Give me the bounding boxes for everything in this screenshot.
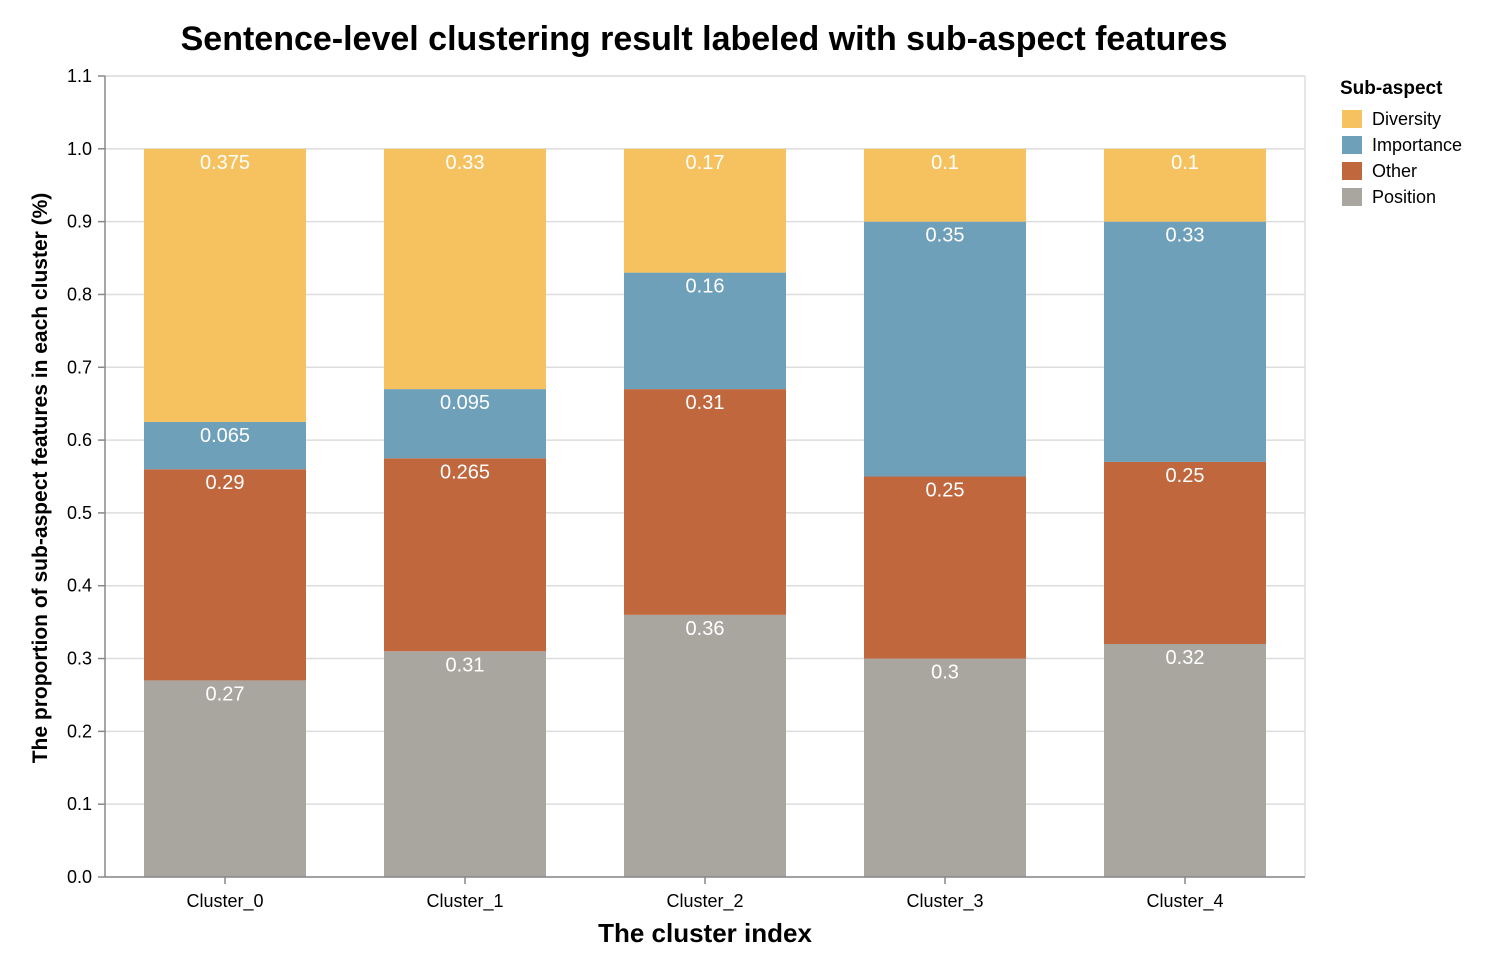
bar-diversity-cluster_1 [384,148,546,390]
y-tick-label: 0.5 [67,503,92,523]
y-tick-label: 0.6 [67,430,92,450]
bar-importance-cluster_0 [144,421,306,470]
bar-position-cluster_1 [384,651,546,877]
data-label: 0.095 [440,392,490,414]
y-tick-label: 0.4 [67,576,92,596]
data-label: 0.29 [206,472,245,494]
data-label: 0.36 [686,618,725,640]
data-label: 0.25 [926,480,965,502]
bar-importance-cluster_3 [864,221,1026,477]
y-tick-label: 0.3 [67,649,92,669]
bar-other-cluster_2 [624,389,786,615]
y-axis-title: The proportion of sub-aspect features in… [29,193,52,764]
x-tick-label: Cluster_0 [186,891,263,912]
y-tick-label: 1.0 [67,139,92,159]
data-label: 0.35 [926,225,965,247]
bar-position-cluster_0 [144,680,306,877]
bar-diversity-cluster_0 [144,148,306,422]
data-label: 0.17 [686,152,725,174]
data-label: 0.375 [200,152,250,174]
legend-swatch-diversity [1342,110,1362,128]
bar-position-cluster_3 [864,658,1026,877]
bar-other-cluster_1 [384,458,546,652]
data-label: 0.16 [686,276,725,298]
x-tick-label: Cluster_3 [906,891,983,912]
bar-importance-cluster_1 [384,389,546,459]
bars: 0.27 0.29 0.065 0.375 0.31 0.265 0.095 0.33 0.36… [144,148,1266,877]
data-label: 0.25 [1166,465,1205,487]
bar-position-cluster_4 [1104,643,1266,877]
data-label: 0.27 [206,683,245,705]
bar-diversity-cluster_2 [624,148,786,273]
y-tick-label: 0.7 [67,357,92,377]
data-label: 0.33 [446,152,485,174]
bar-other-cluster_0 [144,469,306,681]
y-tick-label: 0.9 [67,212,92,232]
bar-diversity-cluster_3 [864,148,1026,222]
legend-label-importance: Importance [1372,135,1462,155]
y-tick-label: 0.8 [67,284,92,304]
y-tick-label: 1.1 [67,66,92,86]
bar-other-cluster_4 [1104,461,1266,644]
x-axis-title: The cluster index [598,918,812,948]
y-tick-label: 0.2 [67,721,92,741]
legend-swatch-other [1342,162,1362,180]
legend-title: Sub-aspect [1340,78,1443,99]
data-label: 0.265 [440,461,490,483]
legend-label-other: Other [1372,161,1417,181]
y-tick-label: 0.0 [67,867,92,887]
data-label: 0.31 [446,654,485,676]
data-label: 0.3 [931,662,959,684]
x-tick-label: Cluster_4 [1146,891,1223,912]
axes: 0.0 0.1 0.2 0.3 0.4 0.5 0.6 0.7 0.8 0.9 1.0 1.1 Clus… [67,66,1305,912]
x-tick-label: Cluster_2 [666,891,743,912]
bar-importance-cluster_2 [624,272,786,390]
y-tick-label: 0.1 [67,794,92,814]
bar-other-cluster_3 [864,476,1026,659]
bar-position-cluster_2 [624,614,786,877]
legend-swatch-position [1342,188,1362,206]
data-label: 0.32 [1166,647,1205,669]
legend-label-diversity: Diversity [1372,109,1441,129]
data-label: 0.065 [200,425,250,447]
x-tick-label: Cluster_1 [426,891,503,912]
legend-label-position: Position [1372,187,1436,207]
data-label: 0.33 [1166,225,1205,247]
bar-importance-cluster_4 [1104,221,1266,462]
data-label: 0.1 [1171,152,1199,174]
legend: Sub-aspect Diversity Importance Other Posit… [1340,78,1462,207]
data-label: 0.31 [686,392,725,414]
bar-diversity-cluster_4 [1104,148,1266,222]
data-label: 0.1 [931,152,959,174]
legend-swatch-importance [1342,136,1362,154]
chart-title: Sentence-level clustering result labeled… [181,20,1228,58]
